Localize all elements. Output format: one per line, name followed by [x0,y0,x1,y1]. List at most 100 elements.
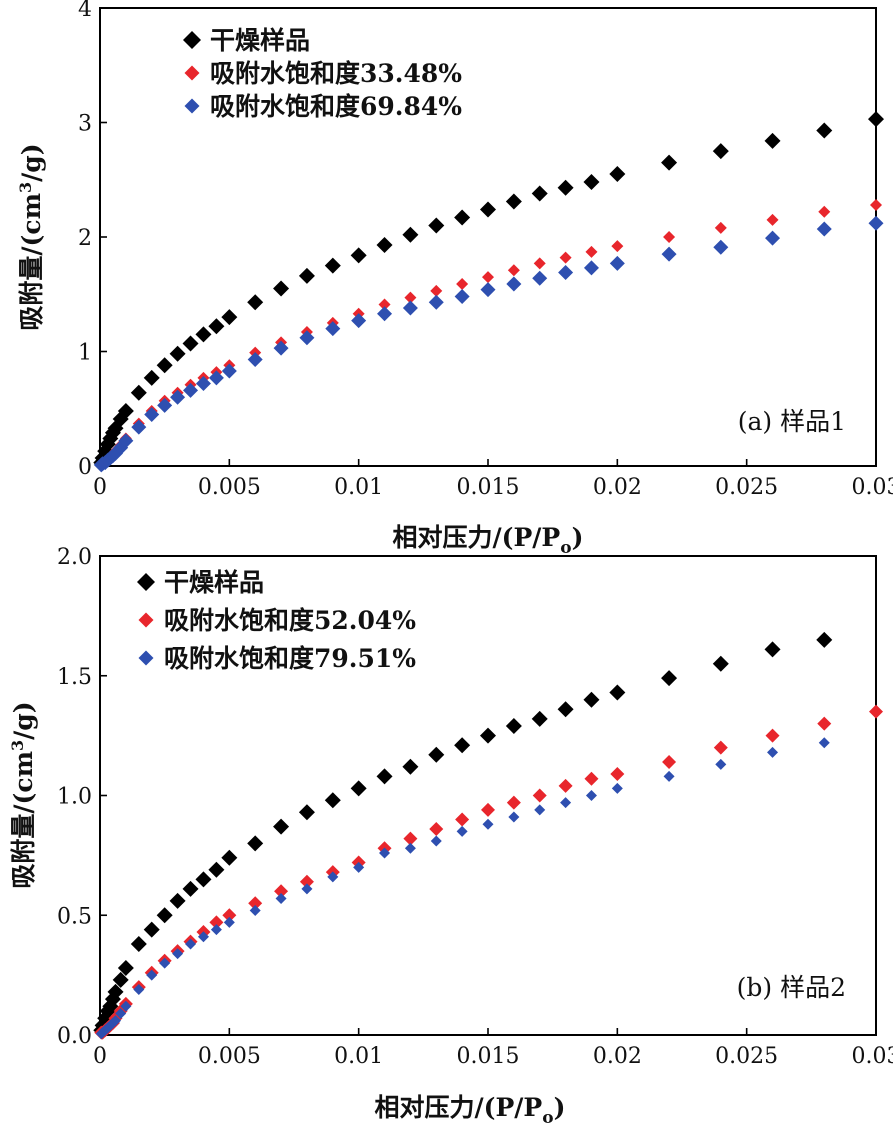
data-point-marker [403,831,418,846]
data-point-marker [156,907,173,924]
y-tick-label: 2 [78,226,92,251]
data-point-marker [506,276,522,292]
x-tick-label: 0.02 [593,475,642,500]
data-point-marker [870,198,882,211]
y-tick-label: 0.5 [57,904,92,929]
data-point-marker [428,217,445,234]
data-point-marker [584,771,599,786]
data-point-marker [376,768,393,785]
data-point-marker [559,251,572,264]
data-point-marker [353,861,365,873]
data-point-marker [508,811,520,823]
x-tick-label: 0.02 [593,1044,642,1069]
data-point-marker [712,143,729,160]
panel-label: (b) 样品2 [737,973,846,1002]
data-point-marker [534,804,546,816]
data-point-marker [583,174,600,191]
data-point-marker [247,352,263,368]
data-point-marker [117,403,134,420]
data-point-marker [131,419,147,435]
data-point-marker [456,825,468,837]
legend-label: 干燥样品 [164,568,264,597]
data-point-marker [531,185,548,202]
x-tick-label: 0.03 [852,475,893,500]
x-tick-label: 0.015 [457,475,520,500]
data-point-marker [273,280,290,297]
data-point-marker [480,282,496,298]
data-point-marker [402,300,418,316]
x-tick-label: 0.01 [334,1044,383,1069]
data-point-marker [868,215,884,231]
legend-label: 吸附水饱和度79.51% [164,644,416,673]
data-point-marker [112,971,129,988]
data-point-marker [350,780,367,797]
data-point-marker [557,179,574,196]
legend-label: 吸附水饱和度33.48% [210,59,462,88]
data-point-marker [274,884,289,899]
data-point-marker [248,896,263,911]
data-point-marker [133,983,145,995]
y-axis-title: 吸附量/(cm3/g) [8,701,38,888]
data-point-marker [118,433,134,449]
y-axis-title: 吸附量/(cm3/g) [16,143,46,330]
legend-marker [184,65,200,81]
data-point-marker [377,306,393,322]
data-point-marker [482,818,494,830]
data-point-marker [868,111,884,128]
x-tick-label: 0.005 [198,475,261,500]
data-point-marker [247,294,264,311]
data-point-marker [404,291,417,304]
data-point-marker [350,247,367,264]
data-point-marker [456,277,469,290]
data-point-marker [208,861,225,878]
x-tick-label: 0.025 [715,475,778,500]
data-point-marker [557,701,574,718]
data-point-marker [117,959,134,976]
data-point-marker [560,797,572,809]
data-point-marker [120,1000,132,1012]
legend-marker [183,31,201,49]
data-point-marker [169,892,186,909]
data-point-marker [182,880,199,897]
data-point-marker [869,704,883,719]
data-point-marker [558,264,574,280]
data-point-marker [195,376,211,392]
data-point-marker [817,716,832,731]
y-tick-label: 3 [78,112,92,137]
data-point-marker [454,209,471,226]
data-point-marker [379,847,391,859]
x-tick-label: 0 [93,1044,107,1069]
data-point-marker [195,326,212,343]
x-tick-label: 0.01 [334,475,383,500]
y-tick-label: 0.0 [57,1024,92,1049]
data-point-marker [146,969,158,981]
data-point-marker [404,842,416,854]
y-tick-label: 1.5 [57,665,92,690]
data-point-marker [506,795,521,810]
data-point-marker [662,754,677,769]
x-tick-label: 0.03 [852,1044,893,1069]
data-point-marker [195,871,212,888]
data-point-marker [159,957,171,969]
data-point-marker [143,369,160,386]
y-tick-label: 1.0 [57,785,92,810]
data-point-marker [765,230,781,246]
data-point-marker [764,132,781,149]
data-point-marker [170,389,186,405]
axis-ticks: 0 0.005 0.01 0.015 0.02 0.025 0.03 0.0 0.5 1.0 1.5… [57,545,893,1069]
data-point-marker [299,874,314,889]
data-point-marker [327,871,339,883]
data-point-marker [715,758,727,770]
data-point-marker [454,289,470,305]
data-point-marker [661,154,678,171]
data-point-marker [816,221,832,237]
x-tick-label: 0 [93,475,107,500]
panel-a: 0 0.005 0.01 0.015 0.02 0.025 0.03 0 1 2 3 4 干燥样品吸附… [16,0,893,558]
data-point-marker [209,915,224,930]
panel-b: 0 0.005 0.01 0.015 0.02 0.025 0.03 0.0 0.5 1.0 1.5… [8,545,893,1124]
data-point-marker [324,257,341,274]
data-point-marker [816,631,833,648]
x-tick-label: 0.015 [457,1044,520,1069]
